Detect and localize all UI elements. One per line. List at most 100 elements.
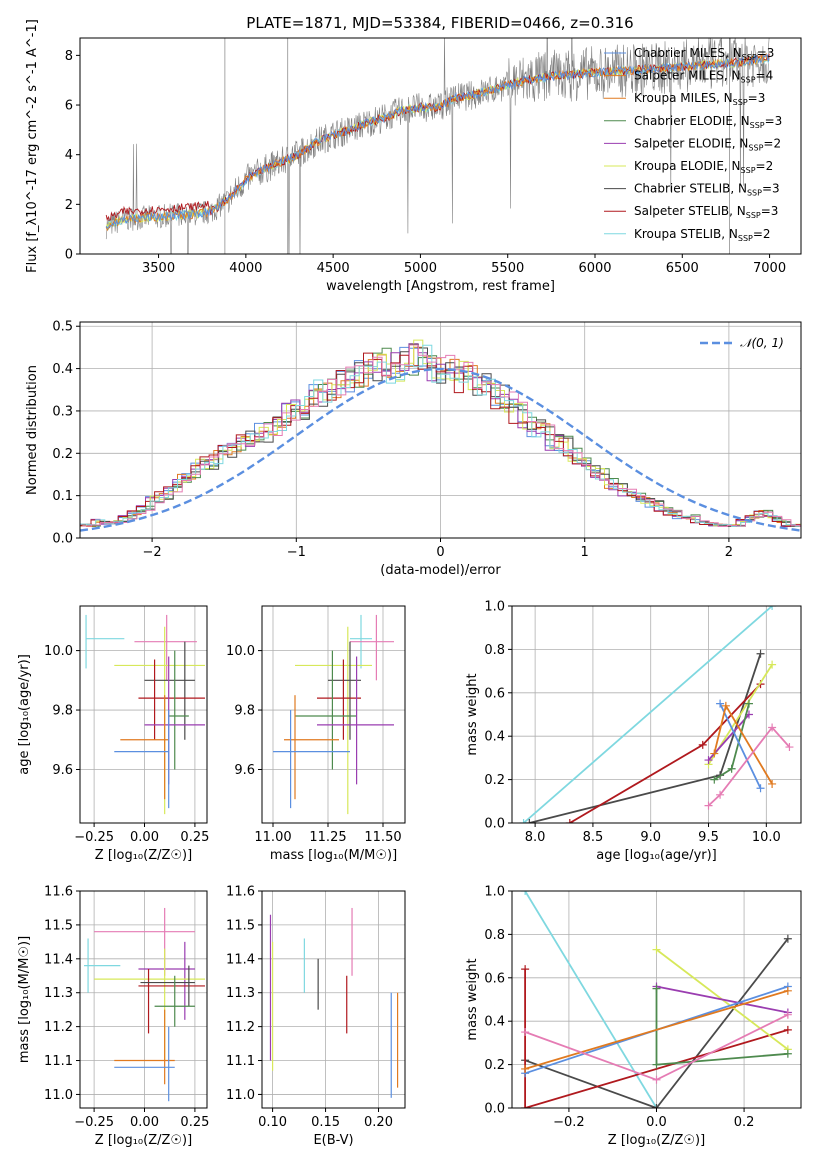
axes-front: 3500 4000 4500 5000 5500 6000 6500 7000 0 2 4 6 8 wav… xyxy=(25,19,802,294)
legend-sub: SSP xyxy=(741,166,756,175)
x-tick-label: 11.00 xyxy=(254,830,291,845)
panel-age-Z: −0.25 0.00 0.25 9.6 9.8 10.0 Z [log₁₀(Z/Z☉)] ag… xyxy=(17,605,209,863)
model-line-chabrier-miles xyxy=(105,53,770,229)
x-tick-label: 5000 xyxy=(404,261,437,276)
normal-curve xyxy=(80,367,801,532)
weight-point xyxy=(744,699,753,708)
y-axis-label: mass weight xyxy=(465,958,480,1040)
axes-frame xyxy=(79,605,208,824)
x-tick-label: 0.15 xyxy=(311,1115,340,1130)
y-tick-label: 11.1 xyxy=(44,1054,73,1069)
y-tick-label: 10.0 xyxy=(226,644,255,659)
x-tick-label: 1 xyxy=(581,545,589,560)
y-tick-label: 0.8 xyxy=(484,643,505,658)
y-tick-label: 0.2 xyxy=(484,773,505,788)
weight-point xyxy=(785,743,794,752)
weight-point xyxy=(704,756,713,765)
weight-point xyxy=(698,740,707,749)
axes-front: 11.00 11.25 11.50 9.6 9.8 10.0 mass [log₁₀(M/M… xyxy=(226,605,406,863)
weight-point xyxy=(783,1049,792,1058)
weight-line xyxy=(524,969,789,1108)
x-tick-label: −0.25 xyxy=(74,1115,114,1130)
legend-label: Kroupa STELIB, NSSP=2 xyxy=(634,227,771,243)
y-tick-label: 9.8 xyxy=(52,704,73,719)
weight-line xyxy=(523,606,773,823)
plot-area xyxy=(521,891,792,1108)
weight-point xyxy=(727,764,736,773)
y-tick-label: 11.4 xyxy=(226,952,255,967)
y-tick-label: 0.3 xyxy=(52,404,73,419)
legend-suffix: =3 xyxy=(761,204,779,218)
panel-mass-Z: −0.25 0.00 0.25 11.0 11.1 11.2 11.3 11.4 11.5 11.… xyxy=(17,885,209,1149)
x-axis-label: (data-model)/error xyxy=(380,563,501,578)
legend-label: Chabrier ELODIE, NSSP=3 xyxy=(634,114,782,130)
legend-suffix: =2 xyxy=(756,159,774,173)
y-axis-label: Flux [f_λ10^-17 erg cm^-2 s^-1 A^-1] xyxy=(25,19,40,273)
y-tick-label: 1.0 xyxy=(484,600,505,615)
x-tick-label: 0.0 xyxy=(646,1115,667,1130)
y-tick-label: 9.6 xyxy=(52,763,73,778)
x-tick-label: 8.0 xyxy=(525,830,546,845)
x-tick-label: 0.25 xyxy=(180,1115,209,1130)
y-tick-label: 11.0 xyxy=(44,1088,73,1103)
y-tick-label: 11.4 xyxy=(44,952,73,967)
axes-frame xyxy=(261,890,406,1109)
axes-front: −0.25 0.00 0.25 9.6 9.8 10.0 Z [log₁₀(Z/Z☉)] ag… xyxy=(17,605,209,863)
x-tick-label: 0.00 xyxy=(130,830,159,845)
weight-point xyxy=(652,1060,661,1069)
legend-sub: SSP xyxy=(742,53,757,62)
x-tick-label: 11.50 xyxy=(364,830,401,845)
axes-front: −0.25 0.00 0.25 11.0 11.1 11.2 11.3 11.4 11.5 11.… xyxy=(17,885,209,1149)
weight-point xyxy=(716,790,725,799)
y-tick-label: 0.6 xyxy=(484,686,505,701)
plot-area xyxy=(80,339,801,532)
x-tick-label: −1 xyxy=(287,545,306,560)
y-tick-label: 11.6 xyxy=(44,885,73,900)
axes-frame xyxy=(261,605,406,824)
panels: 3500 4000 4500 5000 5500 6000 6500 7000 0 2 4 6 8 wav… xyxy=(17,19,802,1149)
axes-front: −0.2 0.0 0.2 0.0 0.2 0.4 0.6 0.8 1.0 Z [log₁₀(Z/Z… xyxy=(465,885,802,1148)
x-axis-label: Z [log₁₀(Z/Z☉)] xyxy=(95,1133,192,1148)
figure-title: PLATE=1871, MJD=53384, FIBERID=0466, z=0… xyxy=(246,14,633,32)
y-tick-label: 0.2 xyxy=(52,447,73,462)
y-tick-label: 8 xyxy=(65,49,73,64)
y-tick-label: 0.4 xyxy=(484,730,505,745)
x-tick-label: 2 xyxy=(725,545,733,560)
weight-point xyxy=(521,965,530,974)
weight-line xyxy=(719,703,762,789)
weight-point xyxy=(652,945,661,954)
y-axis-label: mass [log₁₀(M/M☉)] xyxy=(17,936,32,1063)
y-tick-label: 11.6 xyxy=(226,885,255,900)
panel-age-mass: 11.00 11.25 11.50 9.6 9.8 10.0 mass [log₁₀(M/M… xyxy=(226,605,406,863)
weight-line xyxy=(524,989,789,1070)
y-tick-label: 4 xyxy=(65,148,73,163)
y-tick-label: 11.5 xyxy=(226,918,255,933)
x-tick-label: 9.5 xyxy=(698,830,719,845)
plot-area xyxy=(85,614,205,815)
weight-point xyxy=(768,779,777,788)
x-axis-label: Z [log₁₀(Z/Z☉)] xyxy=(608,1133,705,1148)
x-tick-label: 0.00 xyxy=(130,1115,159,1130)
panel-mass-weight-age: 8.0 8.5 9.0 9.5 10.0 0.0 0.2 0.4 0.6 0.8 1.0 age [l… xyxy=(465,600,802,863)
y-tick-label: 0.2 xyxy=(484,1058,505,1073)
x-tick-label: −0.2 xyxy=(553,1115,585,1130)
y-tick-label: 11.1 xyxy=(226,1054,255,1069)
legend-sub: SSP xyxy=(747,189,762,198)
x-axis-label: E(B-V) xyxy=(313,1133,353,1148)
weight-point xyxy=(768,606,777,610)
weight-point xyxy=(756,649,765,658)
legend-suffix: =3 xyxy=(765,114,783,128)
legend-suffix: =3 xyxy=(757,46,775,60)
plot-area xyxy=(105,38,770,254)
x-tick-label: 6500 xyxy=(666,261,699,276)
weight-point xyxy=(721,701,730,710)
y-tick-label: 11.3 xyxy=(226,986,255,1001)
y-tick-label: 11.3 xyxy=(44,986,73,1001)
y-tick-label: 11.2 xyxy=(226,1020,255,1035)
y-tick-label: 0.0 xyxy=(52,532,73,547)
x-axis-label: Z [log₁₀(Z/Z☉)] xyxy=(95,848,192,863)
legend-label: Salpeter STELIB, NSSP=3 xyxy=(634,204,778,220)
x-tick-label: 0.20 xyxy=(364,1115,393,1130)
weight-point xyxy=(565,819,574,823)
plot-area xyxy=(519,606,794,823)
